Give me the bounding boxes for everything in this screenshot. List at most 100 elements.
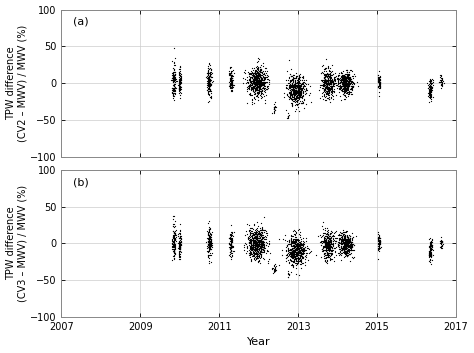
Point bbox=[206, 82, 213, 87]
Point bbox=[340, 245, 347, 251]
Point bbox=[275, 262, 283, 268]
Point bbox=[289, 94, 296, 100]
Point bbox=[290, 232, 298, 237]
Point bbox=[427, 84, 435, 89]
Point bbox=[173, 232, 180, 237]
Point bbox=[261, 72, 269, 78]
Point bbox=[339, 88, 347, 94]
Point bbox=[343, 83, 351, 89]
Point bbox=[255, 241, 263, 247]
Point bbox=[376, 83, 383, 89]
Point bbox=[257, 229, 265, 235]
Point bbox=[324, 231, 331, 237]
Point bbox=[335, 246, 342, 252]
Point bbox=[344, 73, 351, 78]
Point bbox=[322, 73, 329, 79]
Point bbox=[260, 80, 267, 86]
Point bbox=[206, 98, 213, 104]
Point bbox=[284, 249, 292, 254]
Point bbox=[292, 265, 300, 271]
Point bbox=[329, 96, 337, 102]
Point bbox=[323, 95, 330, 101]
Point bbox=[287, 73, 295, 79]
Point bbox=[255, 240, 263, 246]
Point bbox=[227, 242, 235, 248]
Point bbox=[327, 95, 334, 101]
Point bbox=[343, 241, 350, 247]
Point bbox=[253, 78, 260, 83]
Point bbox=[330, 83, 338, 89]
Point bbox=[248, 237, 255, 243]
Point bbox=[287, 250, 295, 256]
Point bbox=[343, 242, 350, 247]
Point bbox=[322, 231, 330, 237]
Point bbox=[253, 255, 261, 261]
Point bbox=[290, 245, 298, 251]
Point bbox=[290, 256, 298, 262]
Point bbox=[319, 82, 327, 87]
Point bbox=[255, 252, 263, 258]
Point bbox=[326, 241, 334, 247]
Point bbox=[337, 85, 345, 91]
Point bbox=[295, 90, 302, 96]
Point bbox=[254, 241, 261, 246]
Point bbox=[289, 91, 297, 96]
Point bbox=[344, 247, 352, 252]
Point bbox=[426, 259, 434, 265]
Point bbox=[324, 235, 331, 240]
Point bbox=[330, 78, 338, 83]
Point bbox=[251, 234, 259, 240]
Point bbox=[296, 74, 303, 79]
Point bbox=[246, 74, 254, 79]
Point bbox=[227, 80, 234, 86]
Point bbox=[341, 244, 348, 250]
Point bbox=[261, 239, 268, 244]
Point bbox=[228, 81, 236, 86]
Point bbox=[255, 257, 263, 263]
Point bbox=[427, 80, 435, 85]
Point bbox=[249, 80, 256, 85]
Point bbox=[228, 241, 235, 247]
Point bbox=[250, 78, 257, 84]
Point bbox=[205, 82, 212, 87]
Point bbox=[324, 81, 332, 87]
Point bbox=[254, 83, 261, 89]
Point bbox=[322, 238, 329, 243]
Point bbox=[259, 226, 266, 232]
Point bbox=[296, 252, 304, 257]
Point bbox=[177, 241, 185, 247]
Point bbox=[251, 234, 259, 240]
Point bbox=[327, 68, 334, 74]
Point bbox=[340, 229, 347, 235]
Point bbox=[374, 241, 382, 247]
Point bbox=[338, 238, 346, 244]
Point bbox=[428, 80, 435, 85]
Point bbox=[257, 75, 265, 81]
Point bbox=[426, 239, 433, 245]
Point bbox=[426, 255, 433, 260]
Point bbox=[326, 68, 333, 74]
Point bbox=[258, 234, 265, 240]
Point bbox=[207, 74, 214, 79]
Point bbox=[323, 249, 331, 255]
Point bbox=[342, 79, 349, 85]
Point bbox=[289, 239, 296, 245]
Point bbox=[252, 249, 259, 254]
Point bbox=[263, 70, 270, 76]
Point bbox=[175, 235, 183, 240]
Point bbox=[438, 79, 445, 84]
Point bbox=[341, 86, 349, 92]
Point bbox=[322, 56, 330, 62]
Point bbox=[325, 92, 333, 97]
Point bbox=[341, 241, 348, 246]
Point bbox=[343, 81, 350, 87]
Point bbox=[344, 246, 351, 251]
Point bbox=[247, 257, 255, 263]
Point bbox=[241, 69, 248, 74]
Point bbox=[325, 233, 333, 239]
Point bbox=[287, 243, 294, 248]
Point bbox=[426, 243, 434, 249]
Point bbox=[259, 79, 267, 85]
Point bbox=[287, 91, 295, 97]
Point bbox=[263, 79, 270, 85]
